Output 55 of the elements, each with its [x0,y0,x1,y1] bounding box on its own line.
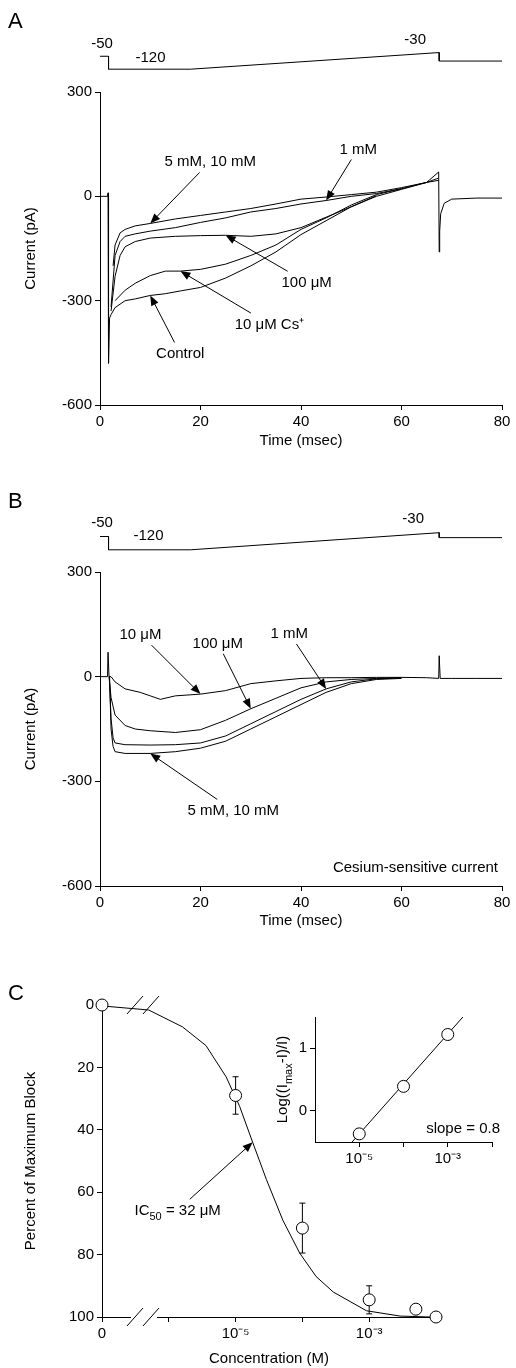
annotation: 1 mM [339,139,377,157]
y-tick-label: -300 [61,290,92,308]
y-axis-title: Percent of Maximum Block [21,1071,38,1251]
y-tick-label: 300 [66,82,92,100]
y-tick-label: 0 [85,995,94,1013]
x-tick-label: 0 [95,893,105,911]
y-tick-label: 0 [83,186,92,204]
x-tick-label: 20 [192,893,209,911]
y-axis-title: Log((Imax-I)/I) [273,1035,294,1124]
y-tick-label: -300 [61,771,92,789]
data-label: -30 [404,29,427,47]
y-tick-label: 20 [77,1057,94,1075]
annotation: 5 mM, 10 mM [187,801,280,819]
x-tick-label: 10⁻⁵ [221,1324,250,1342]
annotation: Control [156,344,205,362]
x-axis-title: Concentration (M) [208,1349,330,1366]
x-axis-title: Time (msec) [259,911,343,928]
annotation: Cesium-sensitive current [332,858,499,875]
x-tick-label: 10⁻⁵ [345,1149,374,1167]
x-tick-label: 60 [393,893,410,911]
data-label: -50 [91,34,113,52]
y-tick-label: 0 [83,666,92,684]
data-label: -120 [135,48,166,66]
data-label: -120 [133,525,164,543]
chart-title: B [8,488,23,513]
y-tick-label: 300 [66,562,92,580]
y-axis-title: Current (pA) [21,207,38,290]
y-tick-label: -600 [61,876,92,894]
annotation: 100 μM [192,633,243,651]
x-tick-label: 80 [493,412,511,430]
x-tick-label: 0 [95,412,105,430]
chart-title: C [8,980,24,1005]
annotation: 100 μM [281,273,332,291]
y-tick-label: 100 [68,1307,94,1325]
x-axis-title: Time (msec) [259,431,343,448]
annotation: 10 μM [119,625,162,643]
y-tick-label: 60 [77,1182,94,1200]
annotation: 5 mM, 10 mM [164,152,257,170]
x-tick-label: 20 [192,412,209,430]
data-label: -50 [91,512,113,530]
y-tick-label: 80 [77,1244,94,1262]
x-tick-label: 10⁻³ [355,1324,383,1342]
x-tick-label: 10⁻³ [434,1149,462,1167]
y-tick-label: 1 [298,1038,307,1056]
x-tick-label: 80 [493,893,511,911]
annotation: 1 mM [270,623,308,641]
y-axis-title: Current (pA) [21,687,38,771]
y-tick-label: 40 [77,1119,94,1137]
annotation: slope = 0.8 [426,1119,501,1136]
y-tick-label: -600 [61,395,92,413]
annotation: 10 μM Cs⁺ [234,315,305,333]
data-label: -30 [402,508,425,526]
x-tick-label: 60 [393,412,410,430]
chart-title: A [8,8,23,33]
x-tick-label: 0 [97,1324,107,1342]
